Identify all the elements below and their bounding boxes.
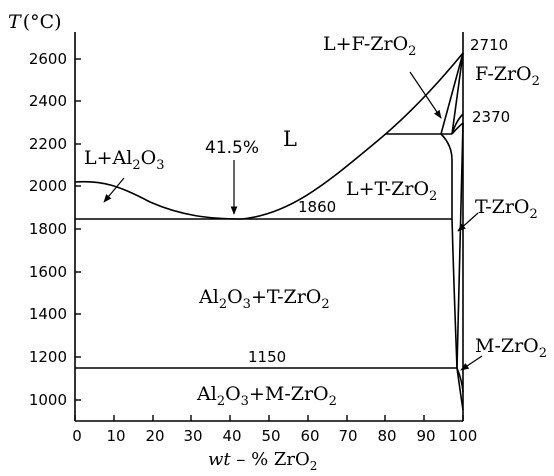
t-zro2-label: T-ZrO2	[475, 196, 538, 222]
y-tick-label: 2200	[29, 135, 67, 153]
x-tick-label: 20	[145, 427, 164, 445]
y-tick-label: 1400	[29, 305, 67, 323]
x-tick-labels: 0 10 20 30 40 50 60 70 80 90 100	[72, 427, 477, 445]
eutectic-temp-label: 1860	[298, 198, 336, 216]
t-f-boundary-a	[451, 113, 464, 135]
l-t-s: 2	[429, 189, 437, 204]
y-tick-label: 2600	[29, 50, 67, 68]
al2o3-t-s1: 2	[219, 297, 227, 312]
x-tick-label: 80	[377, 427, 396, 445]
x-tick-label: 100	[449, 427, 478, 445]
y-axis-symbol: T	[8, 11, 22, 33]
al2o3-t-s2: 3	[243, 297, 251, 312]
t-solidus-curve	[440, 133, 453, 219]
y-tick-label: 1800	[29, 220, 67, 238]
x-tick-label: 70	[338, 427, 357, 445]
f-solidus-lower	[451, 52, 464, 135]
l-al2o3-label: L+Al2O3	[84, 147, 164, 173]
al2o3-m-a: Al	[196, 383, 217, 405]
l-f-s: 2	[408, 44, 416, 59]
melting-temp-label: 2710	[470, 36, 508, 54]
al2o3-m-s2: 3	[241, 394, 249, 409]
x-tick-label: 0	[72, 427, 82, 445]
t-zro2-s: 2	[530, 207, 538, 222]
m-zro2-pointer	[460, 355, 483, 371]
eutectic-composition-label: 41.5%	[205, 138, 259, 158]
y-tick-label: 1000	[29, 391, 67, 409]
x-tick-label: 50	[261, 427, 280, 445]
y-tick-label: 2400	[29, 92, 67, 110]
x-axis-title: wt – % ZrO2	[208, 449, 317, 473]
x-tick-label: 30	[183, 427, 202, 445]
y-axis-title: T (°C)	[8, 11, 62, 33]
al2o3-m-c: +M-ZrO	[249, 383, 329, 405]
x-axis-sub: 2	[310, 459, 318, 473]
al2o3-t-a: Al	[198, 286, 219, 308]
liquid-region-label: L	[283, 127, 297, 151]
l-f-pointer	[409, 71, 442, 119]
f-zro2-s: 2	[532, 74, 540, 89]
l-al2o3-s1: 2	[132, 158, 140, 173]
t-zro2-pointer	[457, 212, 479, 232]
peritectic-temp-label: 2370	[472, 108, 510, 126]
al2o3-m-s3: 2	[329, 394, 337, 409]
f-solidus-upper	[440, 52, 464, 135]
phase-boundaries	[74, 52, 464, 411]
m-zro2-a: M-ZrO	[475, 335, 539, 357]
f-zro2-label: F-ZrO2	[475, 63, 540, 89]
m-zro2-label: M-ZrO2	[475, 335, 547, 361]
x-ticks	[74, 415, 464, 421]
t-zro2-a: T-ZrO	[475, 196, 530, 218]
t-phase-boundary	[456, 122, 464, 369]
t-f-boundary-b	[451, 122, 464, 135]
y-tick-label: 1200	[29, 348, 67, 366]
m-two-phase-boundary	[456, 367, 464, 393]
x-tick-label: 90	[416, 427, 435, 445]
t-solvus-curve	[451, 218, 458, 369]
x-axis-wt: wt	[208, 449, 231, 470]
y-tick-label: 2000	[29, 177, 67, 195]
x-tick-label: 40	[222, 427, 241, 445]
f-zro2-a: F-ZrO	[475, 63, 532, 85]
l-al2o3-pointer	[103, 177, 125, 203]
al2o3-t-zro2-label: Al2O3+T-ZrO2	[198, 286, 330, 312]
liquidus-curve	[74, 52, 464, 220]
eutectoid-temp-label: 1150	[248, 348, 286, 366]
x-axis-rest: – % ZrO	[231, 449, 310, 470]
al2o3-m-zro2-label: Al2O3+M-ZrO2	[196, 383, 337, 409]
y-axis-unit: (°C)	[23, 11, 62, 33]
l-al2o3-a: L+Al	[84, 147, 132, 169]
l-f-zro2-label: L+F-ZrO2	[323, 33, 416, 59]
al2o3-t-b: O	[227, 286, 243, 308]
annotation-arrows	[103, 71, 483, 371]
al2o3-t-s3: 2	[321, 297, 329, 312]
l-f-a: L+F-ZrO	[323, 33, 408, 55]
x-tick-label: 10	[106, 427, 125, 445]
y-tick-label: 1600	[29, 263, 67, 281]
al2o3-m-b: O	[225, 383, 241, 405]
al2o3-t-c: +T-ZrO	[251, 286, 321, 308]
al2o3-m-s1: 2	[217, 394, 225, 409]
l-t-zro2-label: L+T-ZrO2	[346, 178, 437, 204]
m-phase-boundary	[456, 367, 464, 411]
y-ticks	[75, 58, 81, 401]
y-tick-labels: 1000 1200 1400 1600 1800 2000 2200 2400 …	[29, 50, 67, 409]
m-zro2-s: 2	[539, 346, 547, 361]
l-t-a: L+T-ZrO	[346, 178, 429, 200]
l-al2o3-b: O	[141, 147, 157, 169]
x-tick-label: 60	[300, 427, 319, 445]
l-al2o3-s2: 3	[156, 158, 164, 173]
